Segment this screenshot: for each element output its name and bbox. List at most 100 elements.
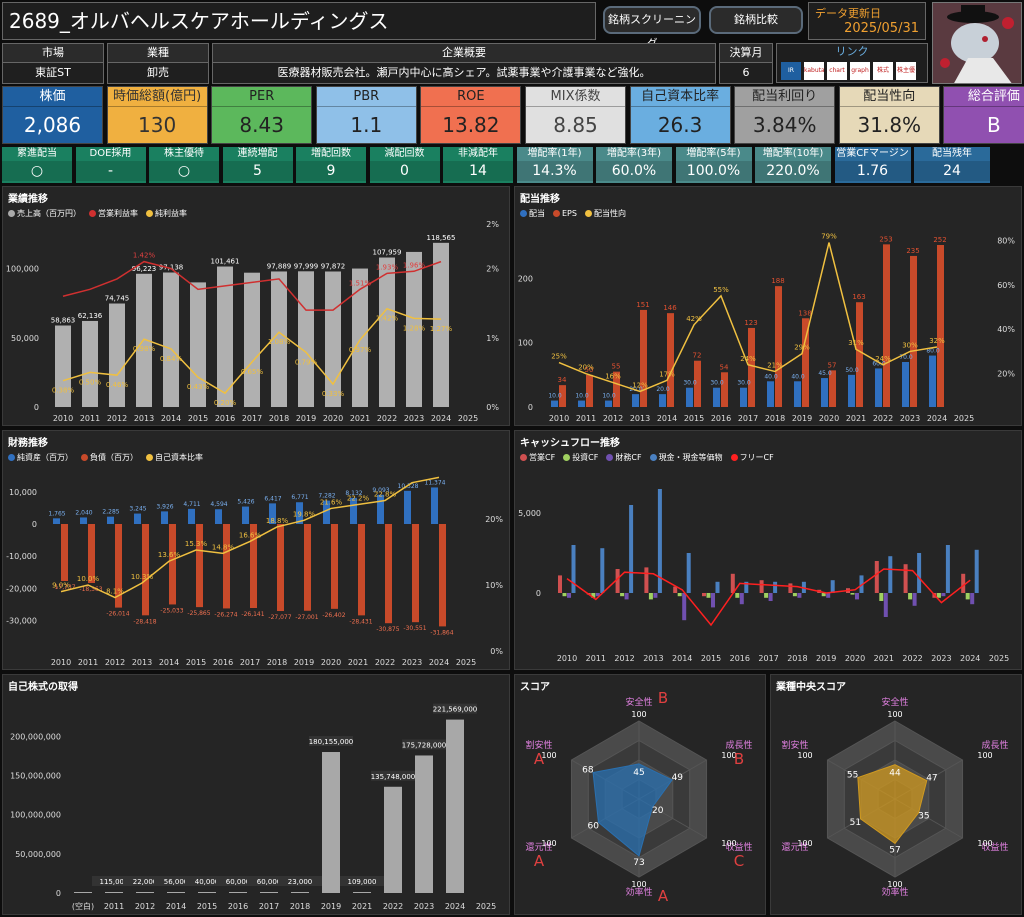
y2-tick: 0%: [490, 647, 503, 656]
cf-bar: [945, 545, 950, 593]
cf-bar: [624, 593, 629, 600]
cf-bar: [735, 593, 740, 598]
radar-max: 100: [721, 751, 736, 760]
radar-value: 49: [672, 773, 684, 783]
industry-value: 卸売: [107, 62, 209, 84]
x-tick: 2023: [402, 658, 422, 667]
y2-tick: 20%: [485, 515, 503, 524]
equity-label: 7,282: [318, 493, 335, 500]
link-icon-4[interactable]: 株式: [873, 62, 893, 80]
eps-label: 151: [636, 301, 649, 309]
cf-bar: [715, 581, 720, 593]
industry-score-panel: 業種中央スコア 44 47 35 57 51 55 安全性 100 成長性 100 収益性 100 効率…: [770, 674, 1022, 915]
y-tick: 150,000,000: [10, 772, 61, 781]
liability-bar: [169, 524, 176, 605]
ratio-label: 16.6%: [239, 531, 262, 539]
x-tick: 2018: [765, 414, 785, 423]
buyback-bar: [260, 892, 278, 893]
radar-value: 20: [652, 806, 664, 816]
eps-label: 138: [798, 309, 811, 317]
payout-label: 20%: [578, 364, 594, 372]
x-tick: 2015: [188, 414, 208, 423]
kpi-value: B: [987, 113, 1001, 137]
buyback-label: 60,000: [226, 878, 251, 886]
legend-liab: 負債（百万）: [81, 452, 138, 463]
buyback-label: 115,000: [100, 878, 129, 886]
kpi-5: MIX係数 8.85: [525, 86, 626, 144]
ratio-label: 15.3%: [185, 540, 208, 548]
div-bar: [821, 378, 828, 407]
link-icon-2[interactable]: chart: [827, 62, 847, 80]
label-bg: [247, 876, 291, 886]
sales-bar: [217, 266, 233, 407]
div-label: 20.0: [656, 386, 670, 393]
payout-label: 29%: [794, 344, 810, 352]
y-tick: 5,000: [518, 509, 541, 518]
equity-bar: [404, 490, 411, 524]
x-tick: 2012: [105, 658, 125, 667]
y-tick: -10,000: [6, 552, 37, 561]
x-tick: 2015: [684, 414, 704, 423]
cf-bar: [797, 593, 802, 598]
stat-value: 220.0%: [755, 161, 831, 181]
stat-3: 連続増配 5: [222, 147, 293, 183]
equity-bar: [107, 516, 114, 524]
buyback-title: 自己株式の取得: [8, 682, 78, 693]
eps-label: 50: [585, 366, 594, 374]
compare-button[interactable]: 銘柄比較: [709, 6, 803, 34]
radar-value: 68: [582, 765, 594, 775]
fin-panel: 財務推移 純資産（百万） 負債（百万） 自己資本比率 -30,000 -20,00…: [2, 430, 510, 670]
cf-bar: [730, 573, 735, 593]
equity-bar: [80, 517, 87, 524]
equity-bar: [296, 502, 303, 524]
link-icon-1[interactable]: kabutan: [804, 62, 824, 80]
x-tick: 2024: [960, 654, 980, 663]
buyback-label: 109,000: [348, 878, 377, 886]
radar-value: 35: [918, 812, 929, 822]
x-tick: 2021: [348, 658, 368, 667]
equity-label: 4,594: [210, 501, 227, 508]
liability-label: -28,431: [349, 618, 372, 625]
link-icon-3[interactable]: graph: [850, 62, 870, 80]
x-tick: 2022: [873, 414, 893, 423]
market-header: 市場: [2, 43, 104, 63]
stat-label: 株主優待: [164, 148, 204, 159]
kpi-value: 2,086: [23, 113, 82, 137]
screening-button[interactable]: 銘柄スクリーニング: [603, 6, 701, 50]
x-tick: 2019: [321, 902, 341, 911]
div-bar: [848, 374, 855, 407]
sales-label: 101,461: [211, 258, 240, 266]
x-tick: 2011: [586, 654, 606, 663]
x-tick: 2017: [242, 414, 262, 423]
stat-value: 9: [296, 161, 366, 181]
legend-fincf: 財務CF: [606, 452, 642, 463]
div-bar: [632, 394, 639, 407]
kpi-0: 株価 2,086: [2, 86, 103, 144]
cf-bar: [744, 581, 749, 593]
radar-axis-label: 効率性: [625, 886, 652, 898]
net-label: 0.65%: [241, 368, 264, 376]
legend-div: 配当: [520, 208, 545, 219]
label-bg: [216, 876, 260, 886]
cf-bar: [591, 593, 596, 598]
div-bar: [740, 387, 747, 407]
stat-label: 増配回数: [311, 148, 351, 159]
y2-tick: 10%: [485, 581, 503, 590]
cf-bar: [567, 593, 571, 598]
liability-bar: [358, 524, 365, 616]
stat-12: 配当残年 24: [914, 147, 990, 183]
liability-bar: [331, 524, 338, 609]
buyback-label: 22,000: [133, 878, 158, 886]
x-tick: 2023: [414, 902, 434, 911]
x-tick: 2010: [53, 414, 73, 423]
radar-grade: A: [534, 750, 545, 768]
div-chart: 0 100 200 20% 40% 60% 80% 34 10.0 50 10.0 55 10.0 151…: [518, 233, 1016, 423]
stat-label: 累進配当: [17, 148, 57, 159]
net-label: 0.20%: [214, 399, 237, 407]
link-icon-5[interactable]: 株主優待: [896, 62, 916, 80]
cf-bar: [620, 593, 625, 597]
link-icon-0[interactable]: IR: [781, 62, 801, 80]
net-label: 1.27%: [430, 325, 453, 333]
stat-label: 配当残年: [932, 148, 972, 159]
payout-label: 30%: [902, 341, 918, 349]
